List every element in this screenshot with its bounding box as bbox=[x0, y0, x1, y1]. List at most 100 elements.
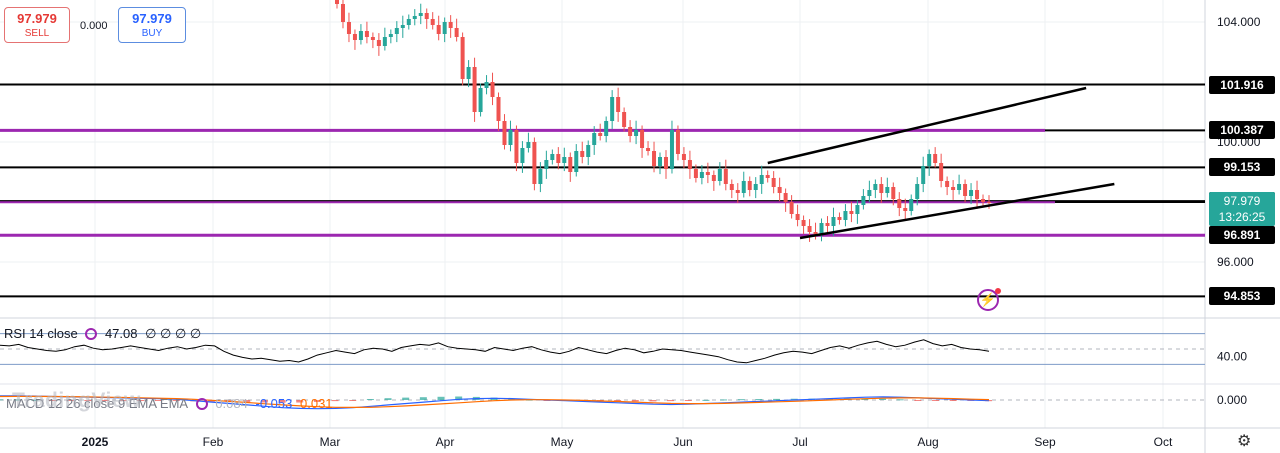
candle-body bbox=[795, 214, 800, 220]
macd-v3: 0.031 bbox=[300, 396, 333, 411]
candle-body bbox=[346, 22, 351, 34]
macd-hist-bar bbox=[684, 400, 692, 401]
candle-body bbox=[789, 202, 794, 214]
macd-hist-bar bbox=[366, 399, 374, 401]
macd-hist-bar bbox=[48, 400, 56, 401]
macd-hist-bar bbox=[331, 400, 339, 402]
buy-button[interactable]: 97.979 BUY bbox=[118, 7, 186, 43]
candle-body bbox=[484, 82, 489, 88]
candle-body bbox=[454, 28, 459, 37]
candle-body bbox=[831, 217, 836, 226]
candle-body bbox=[496, 97, 501, 121]
candle-body bbox=[705, 172, 710, 175]
candle-body bbox=[520, 148, 525, 163]
candle-body bbox=[699, 172, 704, 178]
rsi-line bbox=[0, 339, 990, 364]
candle-body bbox=[658, 157, 663, 166]
candle-body bbox=[382, 37, 387, 46]
candle-body bbox=[508, 130, 513, 145]
candle-body bbox=[646, 148, 651, 151]
macd-hist-bar bbox=[826, 398, 834, 400]
price-axis-tick: 104.000 bbox=[1217, 15, 1261, 29]
candle-body bbox=[622, 112, 627, 127]
candle-body bbox=[687, 160, 692, 169]
macd-hist-bar bbox=[949, 400, 957, 401]
macd-hist-bar bbox=[455, 396, 463, 400]
candle-body bbox=[634, 130, 639, 136]
candle-body bbox=[951, 187, 956, 190]
candle-body bbox=[933, 154, 938, 163]
time-axis-tick: Feb bbox=[203, 435, 224, 449]
candle-body bbox=[652, 151, 657, 166]
candle-body bbox=[915, 184, 920, 199]
candle-body bbox=[400, 25, 405, 28]
macd-axis-tick: 0.000 bbox=[1217, 393, 1247, 407]
candle-body bbox=[370, 37, 375, 40]
candle-body bbox=[723, 169, 728, 184]
candle-body bbox=[819, 223, 824, 235]
candle-body bbox=[358, 31, 363, 40]
candle-body bbox=[526, 142, 531, 148]
candle-body bbox=[717, 169, 722, 181]
candle-body bbox=[759, 175, 764, 184]
candle-body bbox=[711, 175, 716, 181]
candle-body bbox=[777, 187, 782, 193]
macd-hist-bar bbox=[667, 400, 675, 402]
candle-body bbox=[693, 169, 698, 178]
rsi-name: RSI 14 close bbox=[4, 326, 78, 341]
macd-hist-bar bbox=[243, 400, 251, 403]
candle-body bbox=[538, 169, 543, 184]
candle-body bbox=[580, 151, 585, 157]
candle-body bbox=[568, 157, 573, 172]
time-axis-tick: Mar bbox=[320, 435, 341, 449]
macd-v2: -0.053 bbox=[255, 396, 293, 411]
sell-button[interactable]: 97.979 SELL bbox=[4, 7, 70, 43]
candle-body bbox=[891, 187, 896, 199]
macd-hist-bar bbox=[720, 399, 728, 401]
candle-body bbox=[424, 13, 429, 19]
macd-legend[interactable]: MACD 12 26 close 9 EMA EMA 0.084 -0.053 … bbox=[6, 396, 337, 411]
macd-hist-bar bbox=[790, 398, 798, 400]
candle-body bbox=[681, 154, 686, 160]
candle-body bbox=[406, 19, 411, 25]
alert-icon[interactable]: ⚡ bbox=[977, 288, 1001, 311]
candle-body bbox=[514, 130, 519, 163]
macd-hist-bar bbox=[437, 396, 445, 400]
macd-name: MACD 12 26 close 9 EMA EMA bbox=[6, 396, 189, 411]
candle-body bbox=[592, 133, 597, 145]
rsi-legend[interactable]: RSI 14 close 47.08 ∅ ∅ ∅ ∅ bbox=[4, 326, 205, 342]
candle-body bbox=[837, 217, 842, 220]
candle-body bbox=[442, 22, 447, 34]
candle-body bbox=[598, 133, 603, 136]
candle-body bbox=[430, 19, 435, 25]
candle-body bbox=[963, 184, 968, 196]
candle-body bbox=[669, 130, 674, 169]
price-axis-tick: 96.000 bbox=[1217, 255, 1254, 269]
candle-body bbox=[610, 97, 615, 121]
candle-body bbox=[628, 127, 633, 136]
candle-body bbox=[586, 145, 591, 157]
candle-body bbox=[364, 31, 369, 37]
time-axis-tick: 2025 bbox=[82, 435, 109, 449]
rsi-settings-icon[interactable] bbox=[85, 328, 98, 340]
macd-hist-bar bbox=[296, 400, 304, 403]
candle-body bbox=[550, 154, 555, 160]
channel-upper-line bbox=[767, 86, 1087, 165]
time-axis-tick: Aug bbox=[917, 435, 938, 449]
level-tag: 94.853 bbox=[1209, 287, 1275, 306]
macd-hist-bar bbox=[614, 400, 622, 402]
candle-body bbox=[675, 130, 680, 154]
macd-settings-icon[interactable] bbox=[195, 398, 208, 410]
candle-body bbox=[741, 181, 746, 193]
candle-body bbox=[753, 184, 758, 190]
channel-lower-line bbox=[799, 182, 1115, 240]
candle-body bbox=[861, 196, 866, 205]
sell-price: 97.979 bbox=[17, 11, 57, 26]
candle-body bbox=[412, 16, 417, 19]
gear-icon[interactable]: ⚙ bbox=[1237, 433, 1252, 450]
candle-body bbox=[969, 190, 974, 196]
candle-body bbox=[394, 28, 399, 34]
macd-hist-bar bbox=[702, 399, 710, 401]
macd-hist-bar bbox=[631, 400, 639, 402]
